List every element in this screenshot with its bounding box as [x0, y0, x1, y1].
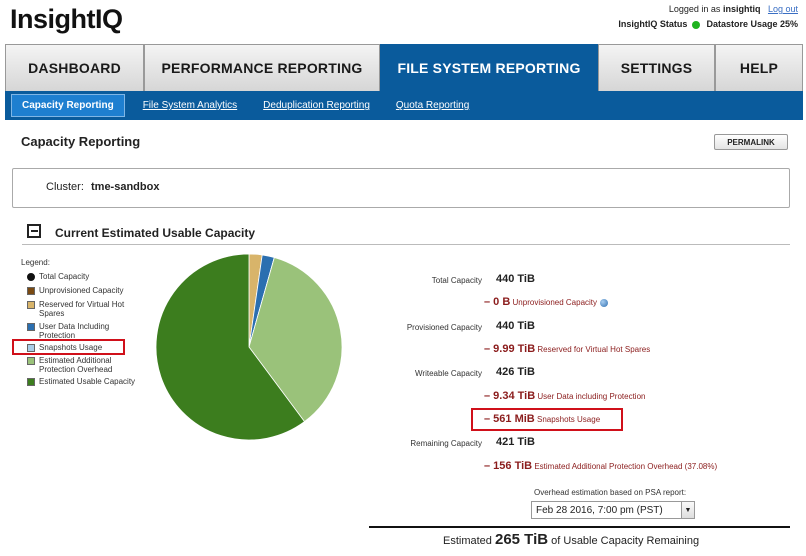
- legend-item-unprovisioned: Unprovisioned Capacity: [27, 286, 142, 295]
- tab-performance-reporting[interactable]: PERFORMANCE REPORTING: [144, 44, 380, 91]
- page-title: Capacity Reporting: [21, 134, 141, 149]
- psa-report-select[interactable]: Feb 28 2016, 7:00 pm (PST) ▼: [531, 501, 695, 519]
- legend-item-protection-overhead: Estimated Additional Protection Overhead: [27, 356, 142, 374]
- login-line: Logged in as insightiq Log out: [618, 2, 798, 17]
- permalink-button[interactable]: PERMALINK: [714, 134, 788, 150]
- light-green-swatch-icon: [27, 357, 35, 365]
- user-data-row: – 9.34 TiB User Data including Protectio…: [484, 390, 645, 402]
- highlight-box-snapshots: [471, 408, 623, 431]
- unprovisioned-row: – 0 B Unprovisioned Capacity: [484, 296, 609, 308]
- pie-slice-estimated-additional-protection-overhead: [248, 257, 343, 423]
- unprovisioned-label: Unprovisioned Capacity: [512, 298, 598, 307]
- total-capacity-label: Total Capacity: [431, 276, 482, 285]
- status-line: InsightIQ Status Datastore Usage 25%: [618, 17, 798, 32]
- legend-item-usable-capacity: Estimated Usable Capacity: [27, 377, 142, 386]
- legend-item-reserved-hot-spares: Reserved for Virtual Hot Spares: [27, 300, 142, 318]
- status-ok-icon: [691, 20, 700, 29]
- section-divider: [22, 244, 790, 245]
- tan-swatch-icon: [27, 301, 35, 309]
- overhead-value: – 156 TiB: [484, 460, 533, 472]
- overhead-estimation-label: Overhead estimation based on PSA report:: [534, 488, 687, 497]
- subtab-file-system-analytics[interactable]: File System Analytics: [142, 100, 238, 111]
- blue-swatch-icon: [27, 323, 35, 331]
- highlight-box-legend: [12, 339, 125, 355]
- username: insightiq: [722, 4, 761, 14]
- capacity-pie-chart: [155, 253, 343, 441]
- chevron-down-icon[interactable]: ▼: [681, 502, 694, 518]
- reserved-row: – 9.99 TiB Reserved for Virtual Hot Spar…: [484, 343, 650, 355]
- snapshots-row: – 561 MiB Snapshots Usage: [484, 413, 600, 425]
- pie-slice-estimated-usable-capacity: [155, 253, 306, 441]
- legend-item-total-capacity: Total Capacity: [27, 272, 142, 281]
- insightiq-status-label: InsightIQ Status: [618, 19, 688, 29]
- cluster-name: tme-sandbox: [91, 181, 160, 193]
- datastore-usage: Datastore Usage 25%: [706, 19, 798, 29]
- info-icon[interactable]: [600, 298, 609, 307]
- logged-in-prefix: Logged in as: [668, 4, 721, 14]
- remaining-capacity-value: 421 TiB: [496, 436, 535, 448]
- tab-settings[interactable]: SETTINGS: [598, 44, 715, 91]
- writeable-capacity-label: Writeable Capacity: [415, 369, 482, 378]
- reserved-label: Reserved for Virtual Hot Spares: [537, 345, 651, 354]
- cluster-label: Cluster:: [46, 181, 84, 193]
- total-divider: [369, 526, 790, 528]
- collapse-minus-icon[interactable]: [27, 224, 41, 238]
- remaining-capacity-label: Remaining Capacity: [410, 439, 482, 448]
- cluster-box: [12, 168, 790, 208]
- snapshots-value: – 561 MiB: [484, 413, 535, 425]
- sub-nav: Capacity Reporting File System Analytics…: [5, 91, 803, 120]
- dark-green-swatch-icon: [27, 378, 35, 386]
- section-title: Current Estimated Usable Capacity: [55, 226, 256, 240]
- legend-title: Legend:: [21, 258, 50, 267]
- light-blue-swatch-icon: [27, 344, 35, 352]
- legend-item-snapshots-usage: Snapshots Usage: [27, 343, 142, 352]
- subtab-deduplication-reporting[interactable]: Deduplication Reporting: [263, 100, 370, 111]
- snapshots-label: Snapshots Usage: [536, 415, 601, 424]
- estimated-usable-summary: Estimated 265 TiB of Usable Capacity Rem…: [443, 531, 699, 548]
- provisioned-capacity-label: Provisioned Capacity: [406, 323, 482, 332]
- tab-help[interactable]: HELP: [715, 44, 803, 91]
- main-nav: DASHBOARD PERFORMANCE REPORTING FILE SYS…: [5, 44, 803, 91]
- reserved-value: – 9.99 TiB: [484, 343, 536, 355]
- tab-dashboard[interactable]: DASHBOARD: [5, 44, 144, 91]
- subtab-capacity-reporting[interactable]: Capacity Reporting: [11, 94, 125, 117]
- estimated-usable-value: 265 TiB: [494, 531, 549, 548]
- black-circle-icon: [27, 273, 35, 281]
- insightiq-logo: InsightIQ: [10, 4, 123, 34]
- logout-link[interactable]: Log out: [767, 4, 798, 14]
- estimated-suffix: of Usable Capacity Remaining: [551, 535, 700, 547]
- overhead-label: Estimated Additional Protection Overhead…: [534, 462, 718, 471]
- overhead-row: – 156 TiB Estimated Additional Protectio…: [484, 460, 717, 472]
- writeable-capacity-value: 426 TiB: [496, 366, 535, 378]
- total-capacity-value: 440 TiB: [496, 273, 535, 285]
- header-status: Logged in as insightiq Log out InsightIQ…: [618, 2, 798, 32]
- user-data-value: – 9.34 TiB: [484, 390, 536, 402]
- user-data-label: User Data including Protection: [537, 392, 646, 401]
- tab-file-system-reporting[interactable]: FILE SYSTEM REPORTING: [380, 44, 598, 91]
- subtab-quota-reporting[interactable]: Quota Reporting: [395, 100, 470, 111]
- legend-item-user-data: User Data Including Protection: [27, 322, 142, 340]
- brown-swatch-icon: [27, 287, 35, 295]
- unprovisioned-value: – 0 B: [484, 296, 511, 308]
- estimated-prefix: Estimated: [443, 535, 492, 547]
- psa-report-selected-value: Feb 28 2016, 7:00 pm (PST): [536, 504, 663, 516]
- provisioned-capacity-value: 440 TiB: [496, 320, 535, 332]
